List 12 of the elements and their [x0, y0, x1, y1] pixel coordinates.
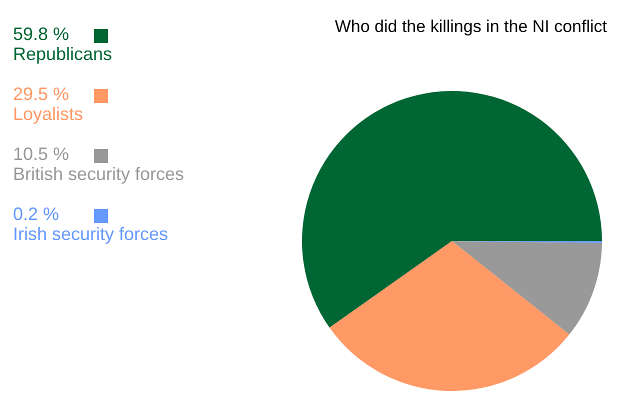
data-label: 59.8 % — [13, 24, 70, 44]
legend-label: Loyalists — [13, 104, 84, 124]
data-label: 10.5 % — [13, 144, 70, 164]
legend-label: British security forces — [13, 164, 184, 184]
legend-label: Republicans — [13, 44, 112, 64]
legend-label: Irish security forces — [13, 224, 168, 244]
pie-slice — [302, 91, 602, 328]
pie-slice — [330, 241, 570, 391]
pie-slice — [452, 241, 602, 334]
data-label: 29.5 % — [13, 84, 70, 104]
data-label: 0.2 % — [13, 204, 60, 224]
chart-title: Who did the killings in the NI conflict — [334, 17, 608, 36]
